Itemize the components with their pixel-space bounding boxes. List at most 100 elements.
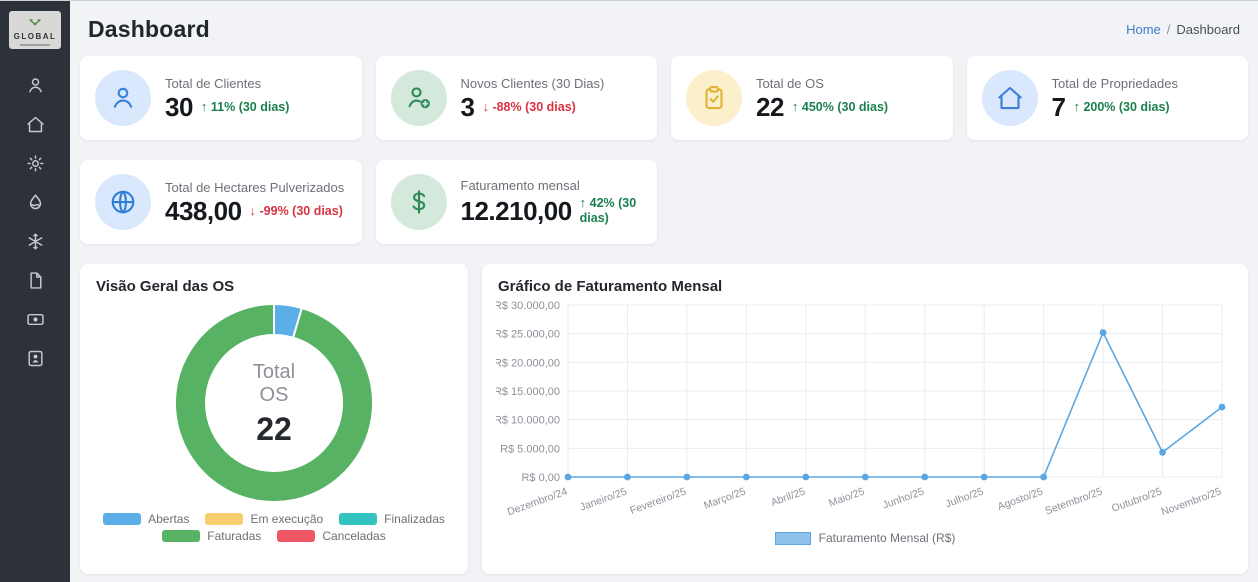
- panels-row: Visão Geral das OS Total OS 22 Abertas Em…: [78, 264, 1250, 582]
- stat-label: Faturamento mensal: [460, 178, 580, 194]
- os-overview-title: Visão Geral das OS: [96, 278, 235, 295]
- globe-icon: [95, 174, 151, 230]
- home-icon: [25, 114, 46, 135]
- donut-segment-faturadas[interactable]: [174, 302, 374, 503]
- data-point-setembro-25[interactable]: [1099, 329, 1107, 336]
- y-axis-tick-label: R$ 15.000,00: [496, 386, 560, 398]
- stat-change: ↓ -88% (30 dias): [482, 98, 576, 114]
- legend-label: Finalizadas: [384, 512, 445, 526]
- user-icon: [95, 70, 151, 126]
- legend-label: Em execução: [250, 512, 324, 526]
- sidebar-item-home[interactable]: [17, 112, 53, 136]
- wallet-icon: [25, 309, 46, 330]
- data-point-maio-25[interactable]: [861, 473, 869, 481]
- sidebar-item-snowflake[interactable]: [17, 229, 53, 253]
- stat-value: 22: [756, 92, 784, 122]
- breadcrumb-separator: /: [1166, 22, 1171, 37]
- x-axis-tick-label: Março/25: [702, 485, 747, 511]
- stat-card-total-de-hectares-pulverizados: Total de Hectares Pulverizados 438,00 ↓ -9…: [80, 160, 362, 244]
- stat-change: ↑ 11% (30 dias): [200, 98, 290, 114]
- y-axis-tick-label: R$ 20.000,00: [496, 357, 560, 369]
- revenue-line-chart[interactable]: R$ 0,00 R$ 5.000,00 R$ 10.000,00 R$ 15.000,…: [496, 297, 1234, 529]
- trend-up-arrow-icon: ↑: [200, 98, 208, 114]
- sidebar-item-user[interactable]: [17, 73, 53, 97]
- legend-item-em-execucao[interactable]: Em execução: [205, 512, 323, 526]
- stat-label: Total de Hectares Pulverizados: [165, 180, 345, 195]
- main-content: Dashboard Home / Dashboard Total de Clie…: [70, 1, 1258, 582]
- data-point-novembro-25[interactable]: [1218, 403, 1226, 411]
- sidebar-item-droplet[interactable]: [17, 190, 53, 214]
- legend-swatch: [277, 530, 316, 542]
- stat-label: Total de Propriedades: [1051, 76, 1178, 91]
- x-axis-tick-label: Novembro/25: [1160, 485, 1223, 518]
- stat-change: ↑ 42% (30 dias): [579, 195, 637, 226]
- x-axis-tick-label: Junho/25: [881, 485, 926, 511]
- dollar-icon: [390, 174, 447, 230]
- y-axis-tick-label: R$ 25.000,00: [496, 329, 560, 341]
- gear-icon: [25, 153, 46, 174]
- x-axis-tick-label: Julho/25: [944, 485, 986, 510]
- breadcrumb-current: Dashboard: [1176, 22, 1240, 37]
- panel-os-overview: Visão Geral das OS Total OS 22 Abertas Em…: [80, 264, 468, 574]
- x-axis-tick-label: Maio/25: [827, 485, 866, 509]
- data-point-fevereiro-25[interactable]: [683, 473, 691, 481]
- sidebar-item-id-card[interactable]: [17, 346, 53, 370]
- legend-label: Canceladas: [322, 529, 386, 543]
- os-donut-chart[interactable]: Total OS 22: [164, 297, 384, 509]
- data-point-junho-25[interactable]: [921, 473, 929, 481]
- revenue-legend-item[interactable]: Faturamento Mensal (R$): [774, 531, 956, 545]
- stat-label: Novos Clientes (30 Dias): [460, 76, 605, 91]
- data-point-abril-25[interactable]: [802, 473, 810, 481]
- stat-card-faturamento-mensal: Faturamento mensal 12.210,00 ↑ 42% (30 dia…: [375, 160, 657, 244]
- data-point-dezembro-24[interactable]: [564, 473, 572, 481]
- x-axis-tick-label: Setembro/25: [1044, 485, 1105, 517]
- id-card-icon: [25, 348, 46, 369]
- sidebar-nav: [17, 73, 53, 370]
- sidebar-item-file[interactable]: [17, 268, 53, 292]
- legend-item-faturadas[interactable]: Faturadas: [162, 529, 261, 543]
- legend-swatch: [205, 513, 244, 525]
- stat-label: Total de Clientes: [165, 76, 262, 91]
- legend-item-finalizadas[interactable]: Finalizadas: [339, 512, 445, 526]
- app-logo[interactable]: GLOBAL: [9, 11, 61, 49]
- stat-change: ↑ 200% (30 dias): [1073, 98, 1170, 114]
- trend-up-arrow-icon: ↑: [1073, 98, 1080, 114]
- legend-label: Faturadas: [207, 529, 262, 543]
- stat-change: ↓ -99% (30 dias): [249, 202, 343, 218]
- logo-drone-icon: [28, 14, 42, 32]
- x-axis-tick-label: Fevereiro/25: [628, 485, 688, 516]
- data-point-marco-25[interactable]: [742, 473, 750, 481]
- stat-value: 438,00: [165, 196, 242, 226]
- legend-swatch: [339, 513, 378, 525]
- x-axis-tick-label: Agosto/25: [996, 485, 1045, 513]
- revenue-series-line: [568, 330, 1223, 478]
- stat-card-total-de-clientes: Total de Clientes 30 ↑ 11% (30 dias): [80, 56, 362, 140]
- breadcrumb: Home / Dashboard: [1126, 22, 1240, 37]
- data-point-outubro-25[interactable]: [1159, 448, 1166, 456]
- stat-value: 7: [1051, 92, 1066, 122]
- data-point-julho-25[interactable]: [980, 473, 988, 481]
- stat-change: ↑ 450% (30 dias): [791, 98, 889, 114]
- sidebar-item-wallet[interactable]: [17, 307, 53, 331]
- legend-item-abertas[interactable]: Abertas: [103, 512, 189, 526]
- sidebar-item-gear[interactable]: [17, 151, 53, 175]
- stat-card-total-de-os: Total de OS 22 ↑ 450% (30 dias): [671, 56, 953, 140]
- data-point-janeiro-25[interactable]: [624, 473, 631, 481]
- stat-card-total-de-propriedades: Total de Propriedades 7 ↑ 200% (30 dias): [966, 56, 1248, 140]
- y-axis-tick-label: R$ 30.000,00: [496, 300, 560, 312]
- os-donut-legend: Abertas Em execução Finalizadas Faturadas Ca…: [103, 509, 445, 543]
- breadcrumb-home-link[interactable]: Home: [1126, 22, 1161, 37]
- legend-label: Abertas: [148, 512, 190, 526]
- user-plus-icon: [390, 70, 447, 126]
- home-icon: [981, 70, 1038, 126]
- user-icon: [25, 75, 46, 96]
- revenue-chart-title: Gráfico de Faturamento Mensal: [498, 278, 723, 295]
- x-axis-tick-label: Janeiro/25: [578, 485, 628, 513]
- stat-value: 30: [165, 92, 193, 122]
- stat-label: Total de OS: [756, 76, 824, 91]
- data-point-agosto-25[interactable]: [1040, 473, 1048, 481]
- revenue-legend-label: Faturamento Mensal (R$): [818, 531, 956, 545]
- panel-revenue-chart: Gráfico de Faturamento Mensal R$ 0,00 R$ …: [482, 264, 1248, 574]
- legend-item-canceladas[interactable]: Canceladas: [277, 529, 386, 543]
- legend-swatch: [103, 513, 142, 525]
